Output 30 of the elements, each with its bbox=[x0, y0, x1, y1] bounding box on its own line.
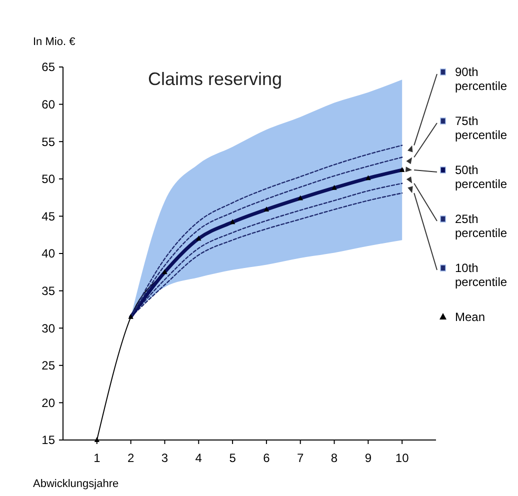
legend-label: 25th percentile bbox=[455, 212, 508, 240]
y-tick-label: 30 bbox=[42, 321, 56, 336]
x-tick-label: 1 bbox=[94, 451, 101, 465]
x-tick-label: 6 bbox=[263, 451, 270, 465]
y-axis-title: In Mio. € bbox=[33, 36, 76, 48]
x-tick-label: 4 bbox=[195, 451, 202, 465]
y-tick-label: 35 bbox=[42, 284, 56, 298]
y-tick-label: 20 bbox=[42, 396, 56, 410]
x-tick-label: 10 bbox=[395, 451, 410, 465]
y-tick-label: 15 bbox=[42, 433, 56, 448]
x-tick-label: 5 bbox=[229, 451, 236, 465]
legend-label: 75th percentile bbox=[455, 114, 508, 142]
legend-label: Mean bbox=[455, 310, 486, 324]
legend-label: 50th percentile bbox=[455, 163, 508, 191]
y-tick-label: 50 bbox=[42, 172, 56, 186]
legend-label: 90th percentile bbox=[455, 65, 508, 93]
x-tick-label: 2 bbox=[127, 451, 134, 465]
y-tick-label: 25 bbox=[42, 358, 56, 373]
y-tick-label: 65 bbox=[42, 60, 56, 74]
x-tick-label: 8 bbox=[330, 451, 338, 465]
x-tick-label: 9 bbox=[364, 451, 372, 465]
x-axis-title: Abwicklungsjahre bbox=[33, 478, 119, 490]
legend-label: 10th percentile bbox=[455, 261, 508, 289]
x-tick-label: 3 bbox=[161, 451, 168, 465]
y-tick-label: 45 bbox=[42, 209, 56, 224]
y-tick-label: 40 bbox=[42, 246, 56, 261]
y-tick-label: 60 bbox=[42, 98, 56, 112]
y-tick-label: 55 bbox=[42, 134, 56, 149]
x-tick-label: 7 bbox=[297, 451, 304, 465]
chart-title: Claims reserving bbox=[148, 69, 282, 89]
